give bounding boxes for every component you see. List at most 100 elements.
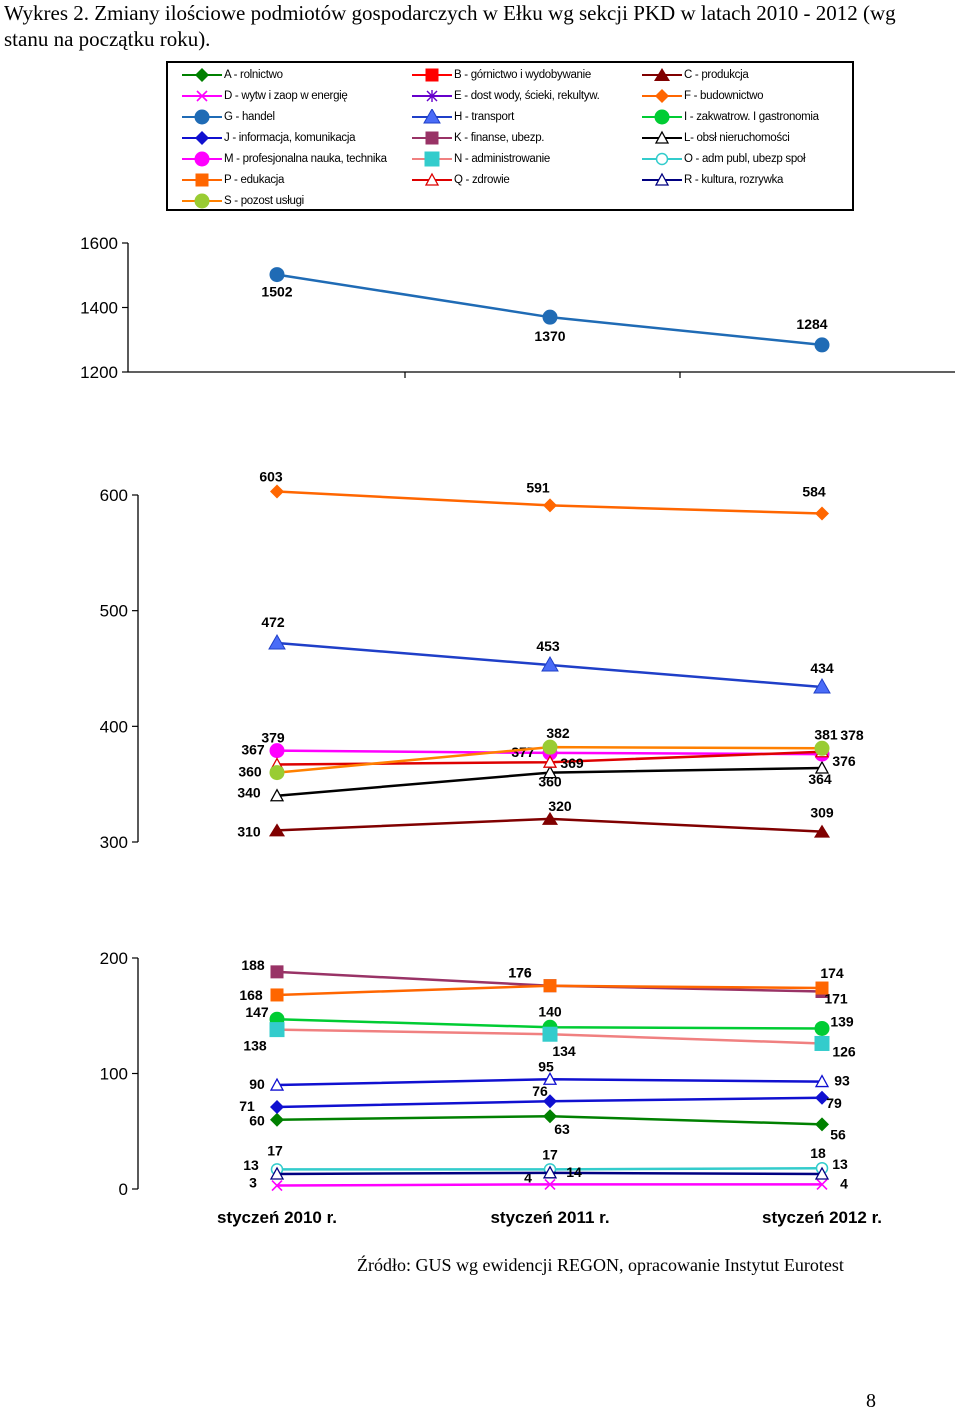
series-point-h-transport-90 — [542, 1071, 558, 1085]
series-point-c-produkcja — [814, 824, 830, 838]
series-point-r-kultura-rozrywka — [542, 1165, 558, 1179]
data-label: 360 — [238, 764, 262, 780]
series-point-j-informacja-komunikacja — [543, 1094, 557, 1109]
legend-swatch — [412, 109, 452, 124]
source-note: Źródło: GUS wg ewidencji REGON, opracowa… — [357, 1255, 844, 1275]
legend-swatch — [182, 173, 222, 187]
series-point-f-budownictwo — [815, 506, 829, 521]
series-point-s-pozost-us-ugi — [542, 739, 558, 755]
legend-item-d-wytw-i-zaop-w-energi: D - wytw i zaop w energię — [182, 87, 348, 105]
series-point-g-handel — [269, 267, 285, 283]
data-label: 90 — [249, 1076, 265, 1092]
x-category-label: styczeń 2012 r. — [762, 1208, 882, 1227]
legend-swatch — [182, 151, 222, 167]
legend-item-g-handel: G - handel — [182, 108, 275, 126]
legend-label: S - pozost usługi — [224, 195, 304, 207]
legend-swatch-marker — [426, 90, 438, 102]
series-point-h-transport — [268, 634, 286, 650]
y-tick-label: 300 — [100, 833, 128, 852]
data-label: 1284 — [796, 316, 827, 332]
legend-label: H - transport — [454, 111, 515, 123]
legend-item-a-rolnictwo: A - rolnictwo — [182, 66, 283, 84]
legend-swatch — [412, 90, 452, 102]
legend-swatch-marker — [654, 109, 670, 125]
series-point-d-wytw-i-zaop-w-energi — [816, 1178, 828, 1190]
data-label: 14 — [566, 1164, 582, 1180]
data-label: 13 — [243, 1157, 259, 1173]
series-point-s-pozost-us-ugi — [269, 765, 285, 781]
legend-swatch-marker — [424, 172, 440, 186]
series-point-d-wytw-i-zaop-w-energi — [544, 1178, 556, 1190]
series-point-h-transport-90 — [814, 1074, 830, 1088]
y-tick-label: 1600 — [80, 234, 118, 253]
data-label: 18 — [810, 1145, 826, 1161]
series-point-a-rolnictwo — [270, 1112, 284, 1127]
legend-label: L- obsł nieruchomości — [684, 132, 790, 144]
data-label: 56 — [830, 1126, 846, 1142]
legend-label: A - rolnictwo — [224, 69, 283, 81]
legend-swatch — [182, 193, 222, 209]
data-label: 17 — [542, 1146, 558, 1162]
data-label: 381 — [814, 726, 838, 742]
series-point-r-kultura-rozrywka — [814, 1166, 830, 1180]
legend-item-h-transport: H - transport — [412, 108, 514, 126]
data-label: 147 — [245, 1004, 269, 1020]
series-point-l-obs-nieruchomo-ci — [542, 765, 558, 779]
legend-swatch — [412, 172, 452, 186]
data-label: 63 — [554, 1121, 570, 1137]
legend-label: M - profesjonalna nauka, technika — [224, 153, 387, 165]
data-label: 140 — [538, 1003, 562, 1019]
legend-swatch — [642, 109, 682, 125]
legend-label: I - zakwatrow. I gastronomia — [684, 111, 819, 123]
series-point-f-budownictwo — [270, 484, 284, 499]
data-label: 174 — [820, 965, 844, 981]
series-point-r-kultura-rozrywka — [269, 1166, 285, 1180]
legend-swatch-marker — [425, 131, 439, 145]
data-label: 188 — [241, 957, 265, 973]
data-label: 171 — [824, 990, 848, 1006]
legend-label: F - budownictwo — [684, 90, 764, 102]
data-label: 176 — [508, 965, 532, 981]
legend-swatch-marker — [194, 109, 210, 125]
legend: A - rolnictwo B - górnictwo i wydobywanie… — [166, 61, 854, 211]
legend-swatch — [642, 130, 682, 144]
series-point-j-informacja-komunikacja — [270, 1099, 284, 1114]
legend-swatch-marker — [195, 131, 209, 145]
data-label: 60 — [249, 1113, 265, 1129]
data-label: 591 — [526, 479, 550, 495]
y-tick-label: 0 — [119, 1180, 128, 1199]
data-label: 95 — [538, 1058, 554, 1074]
legend-label: C - produkcja — [684, 69, 749, 81]
series-point-p-edukacja — [543, 979, 557, 993]
series-point-n-administrowanie — [542, 1026, 558, 1042]
data-label: 434 — [810, 660, 834, 676]
series-point-p-edukacja — [270, 988, 284, 1002]
legend-swatch-marker — [194, 151, 210, 167]
series-point-c-produkcja — [542, 811, 558, 825]
x-category-label: styczeń 2010 r. — [217, 1208, 337, 1227]
data-label: 168 — [239, 987, 263, 1003]
legend-swatch-marker — [196, 90, 208, 102]
y-tick-label: 100 — [100, 1065, 128, 1084]
series-point-h-transport-90 — [269, 1077, 285, 1091]
legend-swatch — [182, 68, 222, 82]
legend-label: D - wytw i zaop w energię — [224, 90, 348, 102]
legend-label: R - kultura, rozrywka — [684, 174, 784, 186]
legend-item-p-edukacja: P - edukacja — [182, 171, 284, 189]
data-label: 472 — [261, 614, 285, 630]
data-label: 4 — [840, 1175, 848, 1191]
legend-item-m-profesjonalna-nauka-technika: M - profesjonalna nauka, technika — [182, 150, 387, 168]
legend-swatch-marker — [195, 173, 209, 187]
data-label: 79 — [826, 1095, 842, 1111]
data-label: 1502 — [261, 284, 292, 300]
data-label: 309 — [810, 805, 834, 821]
series-point-a-rolnictwo — [815, 1117, 829, 1132]
legend-label: E - dost wody, ścieki, rekultyw. — [454, 90, 600, 102]
series-point-g-handel — [814, 337, 830, 353]
data-label: 382 — [546, 725, 570, 741]
series-point-k-finanse-ubezp — [270, 965, 284, 979]
series-point-g-handel — [542, 309, 558, 325]
series-point-h-transport — [541, 656, 559, 672]
data-label: 310 — [237, 823, 261, 839]
